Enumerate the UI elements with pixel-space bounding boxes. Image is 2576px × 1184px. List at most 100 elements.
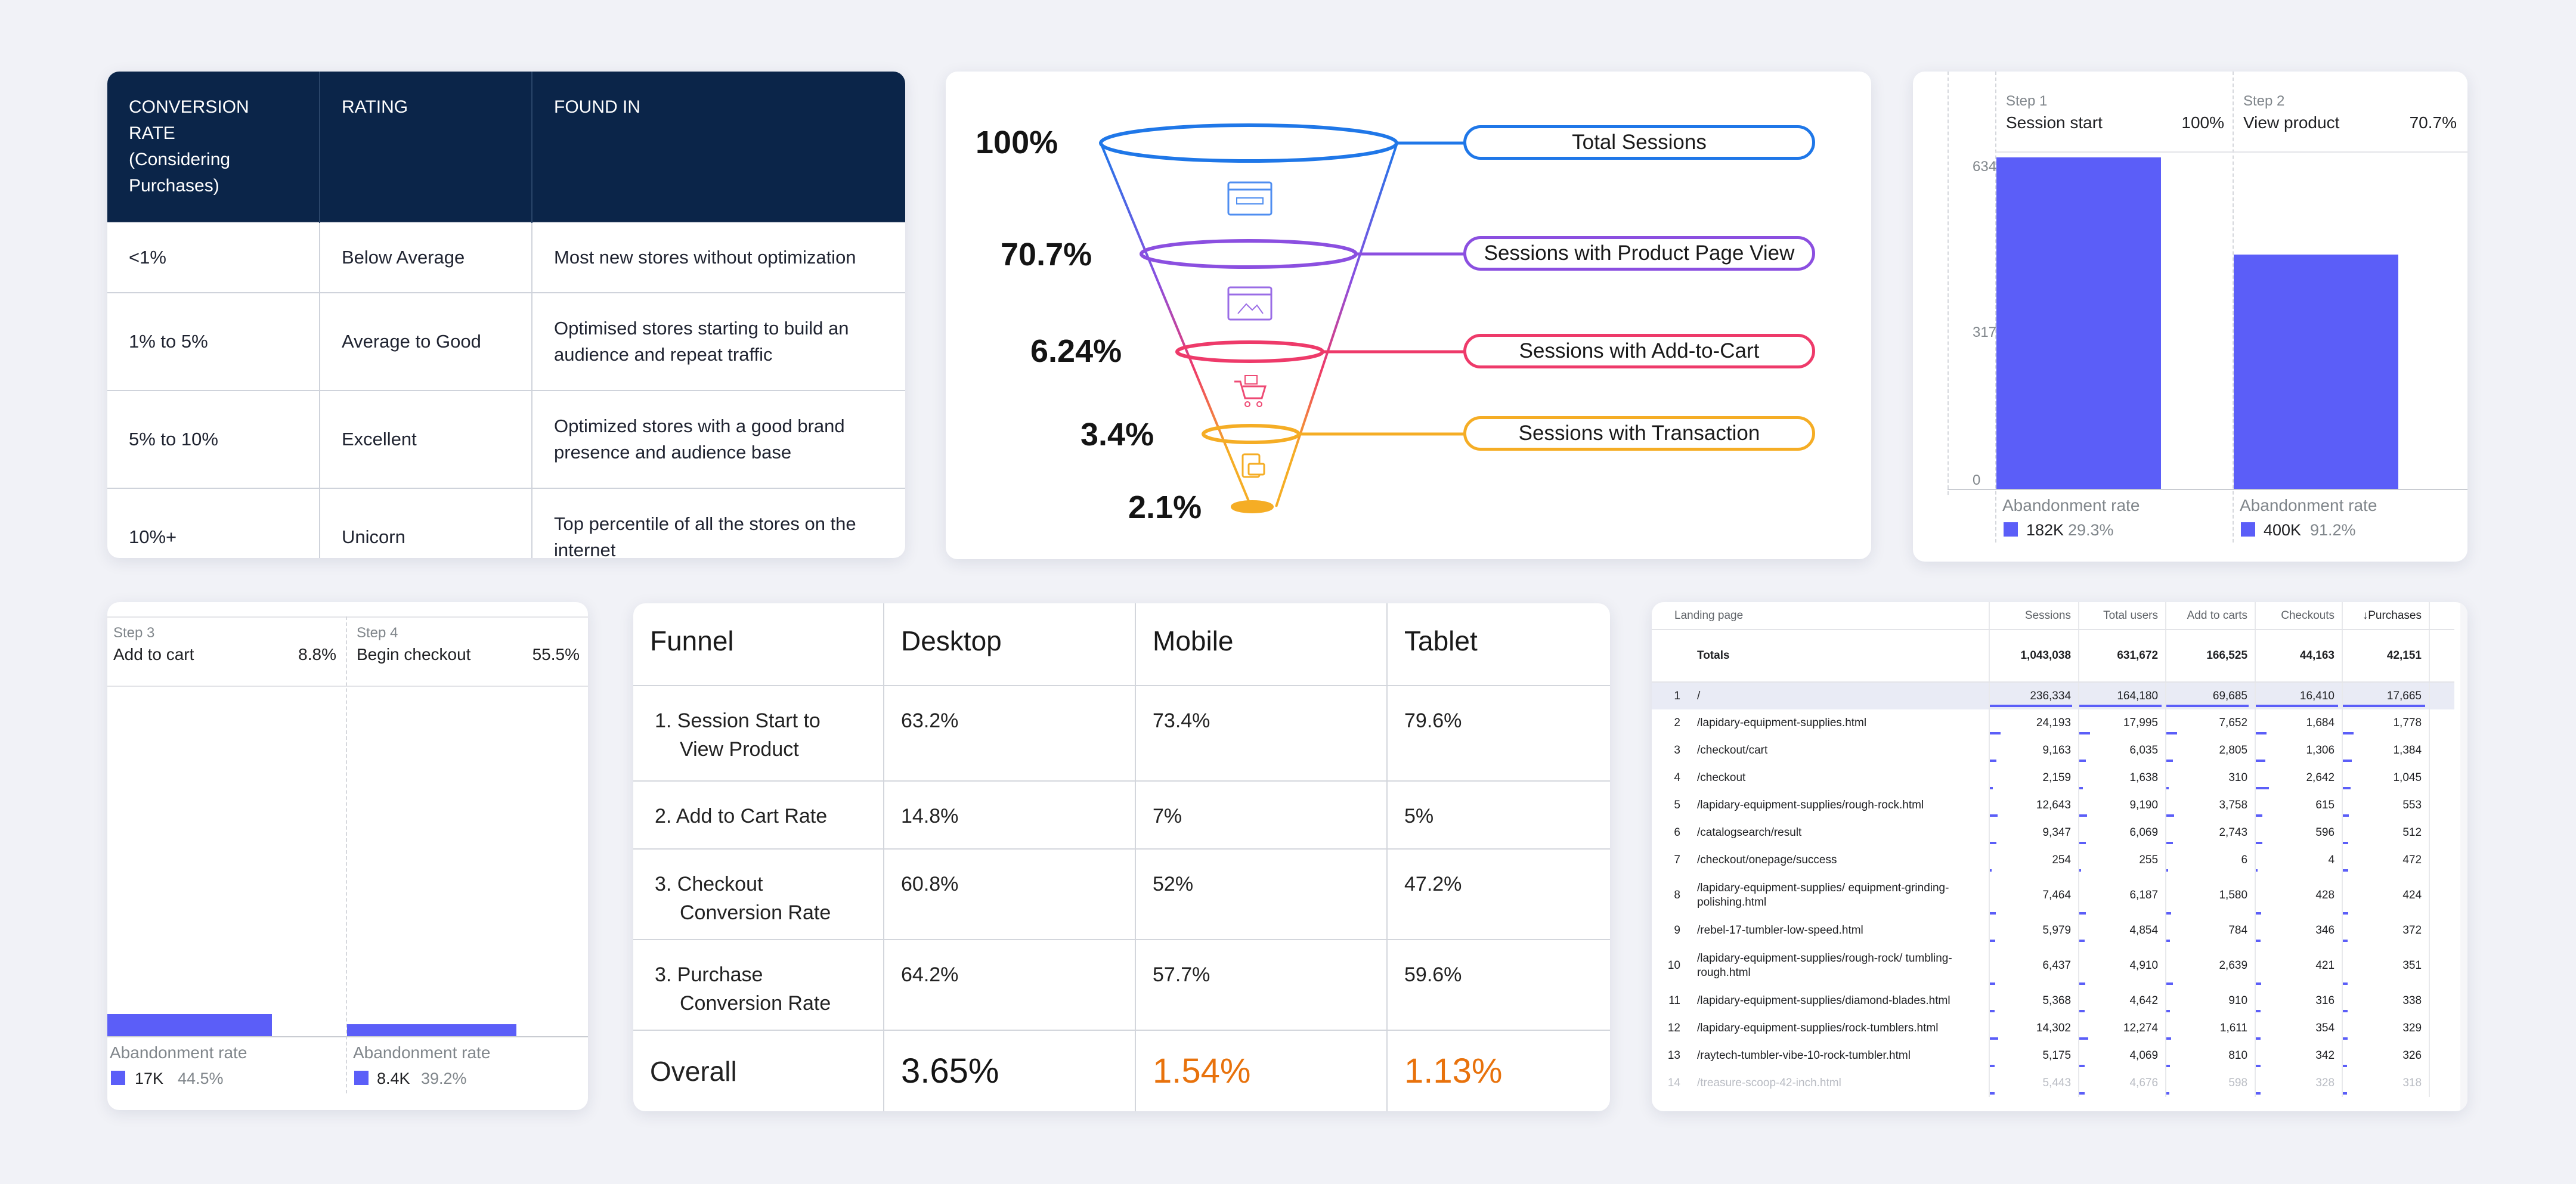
table-row[interactable]: 4/checkout 2,159 1,638 310 2,642 1,045: [1652, 764, 2455, 792]
landing-page-path[interactable]: /lapidary-equipment-supplies/ equipment-…: [1697, 882, 1949, 909]
header-found-in: FOUND IN: [532, 72, 905, 222]
cell-rate: 1% to 5%: [107, 292, 320, 390]
cell-users: 6,069: [2078, 819, 2166, 847]
header-add-to-carts[interactable]: Add to carts: [2165, 602, 2256, 630]
landing-page-path[interactable]: /checkout/cart: [1697, 744, 1768, 757]
cell-users: 6,187: [2078, 874, 2166, 917]
cell-rating: Average to Good: [320, 292, 532, 390]
table-row[interactable]: 10/lapidary-equipment-supplies/rough-roc…: [1652, 944, 2455, 987]
cell-sessions: 2,159: [1989, 764, 2079, 792]
cell-purchases: 338: [2342, 987, 2430, 1015]
landing-page-path[interactable]: /catalogsearch/result: [1697, 826, 1802, 839]
table-row[interactable]: 9/rebel-17-tumbler-low-speed.html 5,979 4,…: [1652, 917, 2455, 944]
table-row: 5% to 10% Excellent Optimized stores wit…: [107, 390, 905, 488]
funnel-pct-5: 2.1%: [1128, 489, 1202, 525]
cell-metric: 3. Purchase Conversion Rate: [633, 940, 884, 1031]
cell-value: 342: [2315, 1049, 2335, 1062]
browser-window-icon: [1227, 181, 1272, 216]
cell-users: 4,910: [2078, 944, 2166, 987]
cell-users: 4,069: [2078, 1042, 2166, 1070]
header-checkouts[interactable]: Checkouts: [2255, 602, 2343, 630]
header-total-users[interactable]: Total users: [2078, 602, 2166, 630]
totals-row: Totals 1,043,038 631,672 166,525 44,163 …: [1652, 630, 2455, 683]
cell-found-in: Top percentile of all the stores on the …: [532, 488, 905, 558]
shopping-cart-icon: [1234, 375, 1267, 407]
step-4-abandonment-label: Abandonment rate: [353, 1043, 491, 1062]
funnel-diagram-card: 100% 70.7% 6.24% 3.4% 2.1% Total Session…: [946, 72, 1871, 559]
totals-label: Totals: [1693, 630, 1990, 683]
cell-value: 5,368: [2042, 994, 2072, 1007]
cell-share-bar: [1990, 1037, 1999, 1040]
cell-share-bar: [2080, 1010, 2085, 1012]
landing-page-path[interactable]: /lapidary-equipment-supplies/rock-tumble…: [1697, 1022, 1939, 1034]
header-overflow: [2429, 602, 2455, 630]
cell-value: 318: [2402, 1077, 2422, 1089]
cell-share-bar: [2256, 940, 2261, 942]
funnel-tip: [1231, 500, 1274, 513]
landing-page-path[interactable]: /lapidary-equipment-supplies/rough-rock.…: [1697, 799, 1924, 811]
header-purchases[interactable]: ↓Purchases: [2342, 602, 2430, 630]
sort-desc-icon: ↓: [2362, 609, 2368, 622]
landing-page-path[interactable]: /: [1693, 682, 1990, 709]
cell-share-bar: [1990, 814, 1998, 817]
landing-page-path[interactable]: /lapidary-equipment-supplies/rough-rock/…: [1697, 952, 1952, 979]
vertical-scrollbar[interactable]: [2460, 602, 2467, 1111]
cell-value: 6,035: [2129, 744, 2159, 757]
cell-value: 12,643: [2036, 799, 2072, 811]
cell-sessions: 5,443: [1989, 1070, 2079, 1097]
table-row[interactable]: 11/lapidary-equipment-supplies/diamond-b…: [1652, 987, 2455, 1015]
step-1-abandonment-value: 182K: [2026, 521, 2064, 539]
cell-share-bar: [1990, 940, 1996, 942]
cell-value: 810: [2228, 1049, 2248, 1062]
cell-users: 17,995: [2078, 709, 2166, 737]
cell-users: 6,035: [2078, 737, 2166, 764]
cell-value: 12,274: [2123, 1022, 2159, 1034]
row-index: 13: [1667, 1049, 1680, 1062]
landing-page-path[interactable]: /treasure-scoop-42-inch.html: [1697, 1077, 1841, 1089]
cell-desktop: 60.8%: [884, 849, 1136, 940]
funnel-ring-3: [1175, 340, 1324, 363]
table-row[interactable]: 14/treasure-scoop-42-inch.html 5,443 4,676…: [1652, 1070, 2455, 1097]
cell-share-bar: [2167, 760, 2174, 762]
table-row[interactable]: 2/lapidary-equipment-supplies.html 24,193…: [1652, 709, 2455, 737]
cell-purchases: 472: [2342, 847, 2430, 874]
landing-page-path[interactable]: /raytech-tumbler-vibe-10-rock-tumbler.ht…: [1697, 1049, 1911, 1062]
landing-page-path[interactable]: /checkout/onepage/success: [1697, 854, 1837, 866]
payment-card-icon: [1241, 453, 1265, 478]
cell-value: 17,995: [2123, 717, 2159, 729]
step-2-bar: [2234, 255, 2398, 489]
landing-page-path[interactable]: /rebel-17-tumbler-low-speed.html: [1697, 924, 1863, 937]
cell-value: 472: [2402, 854, 2422, 866]
step-3-pct: 8.8%: [298, 645, 336, 664]
table-header-row: Funnel Desktop Mobile Tablet: [633, 603, 1610, 686]
landing-page-path[interactable]: /checkout: [1697, 771, 1746, 784]
table-row[interactable]: 3/checkout/cart 9,163 6,035 2,805 1,306 1,384: [1652, 737, 2455, 764]
cell-users: 4,642: [2078, 987, 2166, 1015]
cell-share-bar: [2080, 842, 2086, 844]
table-row[interactable]: 12/lapidary-equipment-supplies/rock-tumb…: [1652, 1015, 2455, 1042]
cell-share-bar: [2167, 732, 2178, 734]
landing-page-path[interactable]: /lapidary-equipment-supplies.html: [1697, 717, 1867, 729]
table-row[interactable]: 5/lapidary-equipment-supplies/rough-rock…: [1652, 792, 2455, 819]
cell-value: 338: [2402, 994, 2422, 1007]
cell-value: 6: [2241, 854, 2248, 866]
cell-share-bar: [1990, 842, 1997, 844]
cell-value: 1,638: [2129, 771, 2159, 784]
cell-share-bar: [2256, 1010, 2261, 1012]
cell-value: 2,743: [2219, 826, 2248, 839]
table-row[interactable]: 1/ 236,334 164,180 69,685 16,410 17,665: [1652, 682, 2455, 709]
step-2-name: View product: [2243, 113, 2340, 132]
table-row[interactable]: 6/catalogsearch/result 9,347 6,069 2,743 596…: [1652, 819, 2455, 847]
table-row[interactable]: 13/raytech-tumbler-vibe-10-rock-tumbler.…: [1652, 1042, 2455, 1070]
cell-value: 4,910: [2129, 959, 2159, 972]
header-sessions[interactable]: Sessions: [1989, 602, 2079, 630]
cell-add-to-carts: 784: [2165, 917, 2256, 944]
header-landing-page[interactable]: Landing page: [1652, 602, 1990, 630]
cell-add-to-carts: 2,805: [2165, 737, 2256, 764]
header-tablet: Tablet: [1387, 603, 1610, 686]
cell-share-bar: [2256, 787, 2270, 789]
landing-page-path[interactable]: /lapidary-equipment-supplies/diamond-bla…: [1697, 994, 1950, 1007]
funnel-ring-4: [1202, 424, 1301, 444]
table-row[interactable]: 8/lapidary-equipment-supplies/ equipment…: [1652, 874, 2455, 917]
table-row[interactable]: 7/checkout/onepage/success 254 255 6 4 472: [1652, 847, 2455, 874]
